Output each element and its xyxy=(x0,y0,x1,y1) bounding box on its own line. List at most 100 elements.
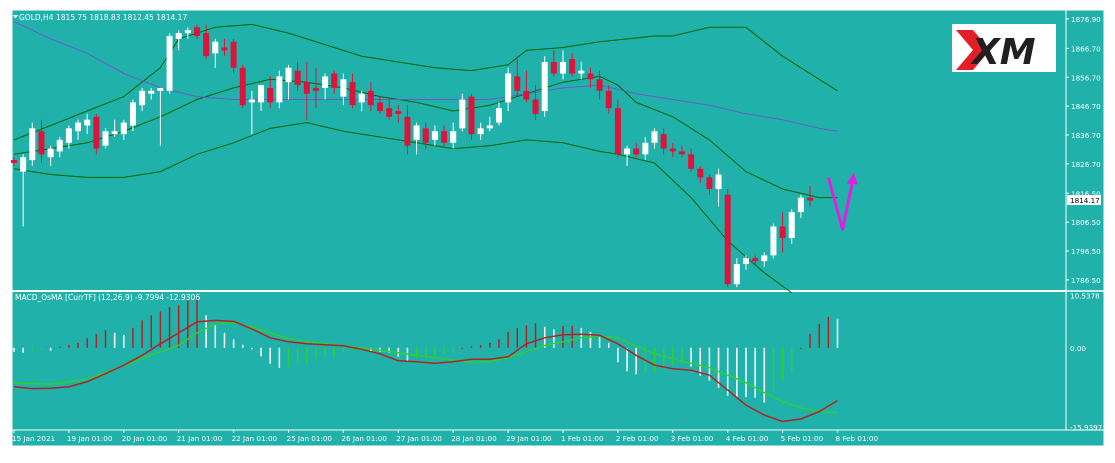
candle-body xyxy=(395,111,402,114)
candle-body xyxy=(505,73,512,103)
candle-body xyxy=(29,128,36,161)
candle xyxy=(248,90,255,135)
candle-body xyxy=(239,67,246,106)
candle xyxy=(322,73,329,100)
moving-average-line xyxy=(13,21,838,132)
candle-body xyxy=(386,108,393,117)
candle-body xyxy=(678,151,685,155)
candle xyxy=(120,119,127,140)
candle xyxy=(194,24,200,39)
time-tick-label: 22 Jan 01:00 xyxy=(232,434,278,443)
price-tick-label: 1836.70 xyxy=(1071,131,1101,140)
candle xyxy=(413,122,420,155)
candle-body xyxy=(697,168,704,178)
candle xyxy=(770,223,777,259)
candle xyxy=(75,119,82,140)
time-tick-label: 8 Feb 01:00 xyxy=(836,434,879,443)
candle-body xyxy=(770,226,777,256)
candle-body xyxy=(184,30,191,34)
candle-body xyxy=(413,125,420,140)
candle xyxy=(157,87,164,146)
candle-body xyxy=(377,102,383,112)
candle xyxy=(523,70,530,103)
candle xyxy=(203,24,210,60)
candle-body xyxy=(11,160,17,163)
candle-body xyxy=(532,99,539,114)
candle-body xyxy=(203,33,210,57)
candle xyxy=(724,188,731,288)
candle-body xyxy=(38,131,45,155)
candle xyxy=(331,70,338,94)
candle-body xyxy=(111,131,118,135)
macd-indicator-label: MACD_OsMA [CurrTF] (12,26,9) -9.7994 -12… xyxy=(15,293,200,302)
logo-text: XM xyxy=(970,32,1036,73)
candle xyxy=(129,99,136,132)
candle xyxy=(38,119,45,163)
time-tick-label: 29 Jan 01:00 xyxy=(506,434,552,443)
candle xyxy=(752,255,759,265)
candle-body xyxy=(569,59,576,74)
candle xyxy=(111,119,118,138)
candle xyxy=(184,27,191,39)
candle-body xyxy=(367,90,374,106)
price-tick-label: 1806.50 xyxy=(1071,218,1101,227)
candle-body xyxy=(743,258,749,265)
axes-layer: 1876.90 1866.70 1856.70 1846.70 1836.70 1826.… xyxy=(12,15,1102,443)
candle xyxy=(596,70,603,100)
candle-body xyxy=(303,82,310,94)
time-tick-label: 21 Jan 01:00 xyxy=(177,434,223,443)
candle xyxy=(367,82,374,112)
candle xyxy=(422,122,429,149)
candle-body xyxy=(578,70,585,74)
candle xyxy=(532,85,539,120)
xm-logo: XM xyxy=(952,24,1056,73)
candle-body xyxy=(358,93,365,103)
candle xyxy=(258,85,265,112)
candle xyxy=(84,113,91,135)
candle-body xyxy=(65,128,72,143)
candle xyxy=(386,99,393,120)
candle xyxy=(404,105,411,155)
candle xyxy=(605,85,612,114)
candle-body xyxy=(651,131,658,143)
candle-body xyxy=(157,87,164,91)
candle-body xyxy=(614,108,621,155)
macd-main-line xyxy=(13,319,838,423)
macd-pane[interactable] xyxy=(13,296,839,423)
candle-body xyxy=(688,154,695,169)
candle xyxy=(514,56,521,97)
price-pane[interactable] xyxy=(11,21,858,294)
candle-body xyxy=(477,128,484,135)
current-price-label: 1814.17 xyxy=(1070,196,1100,205)
time-axis-background xyxy=(12,430,1104,446)
candle-body xyxy=(459,99,466,129)
candle-body xyxy=(276,76,283,103)
candle-body xyxy=(752,258,759,262)
candle-body xyxy=(285,67,292,83)
candle-body xyxy=(788,212,795,239)
candle-body xyxy=(797,197,804,213)
candle-body xyxy=(523,90,530,100)
candle xyxy=(477,122,484,140)
candle-body xyxy=(715,174,722,189)
candle xyxy=(560,50,566,80)
price-tick-label: 1826.70 xyxy=(1071,160,1101,169)
time-tick-label: 3 Feb 01:00 xyxy=(671,434,714,443)
candle-body xyxy=(422,128,429,143)
candle xyxy=(441,125,448,146)
candle-body xyxy=(642,142,649,155)
price-pane-background xyxy=(12,10,1066,290)
time-tick-label: 20 Jan 01:00 xyxy=(122,434,168,443)
macd-tick-label: 0.00 xyxy=(1070,344,1086,353)
candle xyxy=(642,137,649,161)
candle xyxy=(93,113,100,155)
time-tick-label: 4 Feb 01:00 xyxy=(726,434,769,443)
candle xyxy=(139,87,146,112)
candle xyxy=(495,102,502,126)
candle-body xyxy=(221,47,228,51)
candle xyxy=(148,87,155,100)
candle-body xyxy=(212,41,219,54)
candle xyxy=(541,56,548,117)
